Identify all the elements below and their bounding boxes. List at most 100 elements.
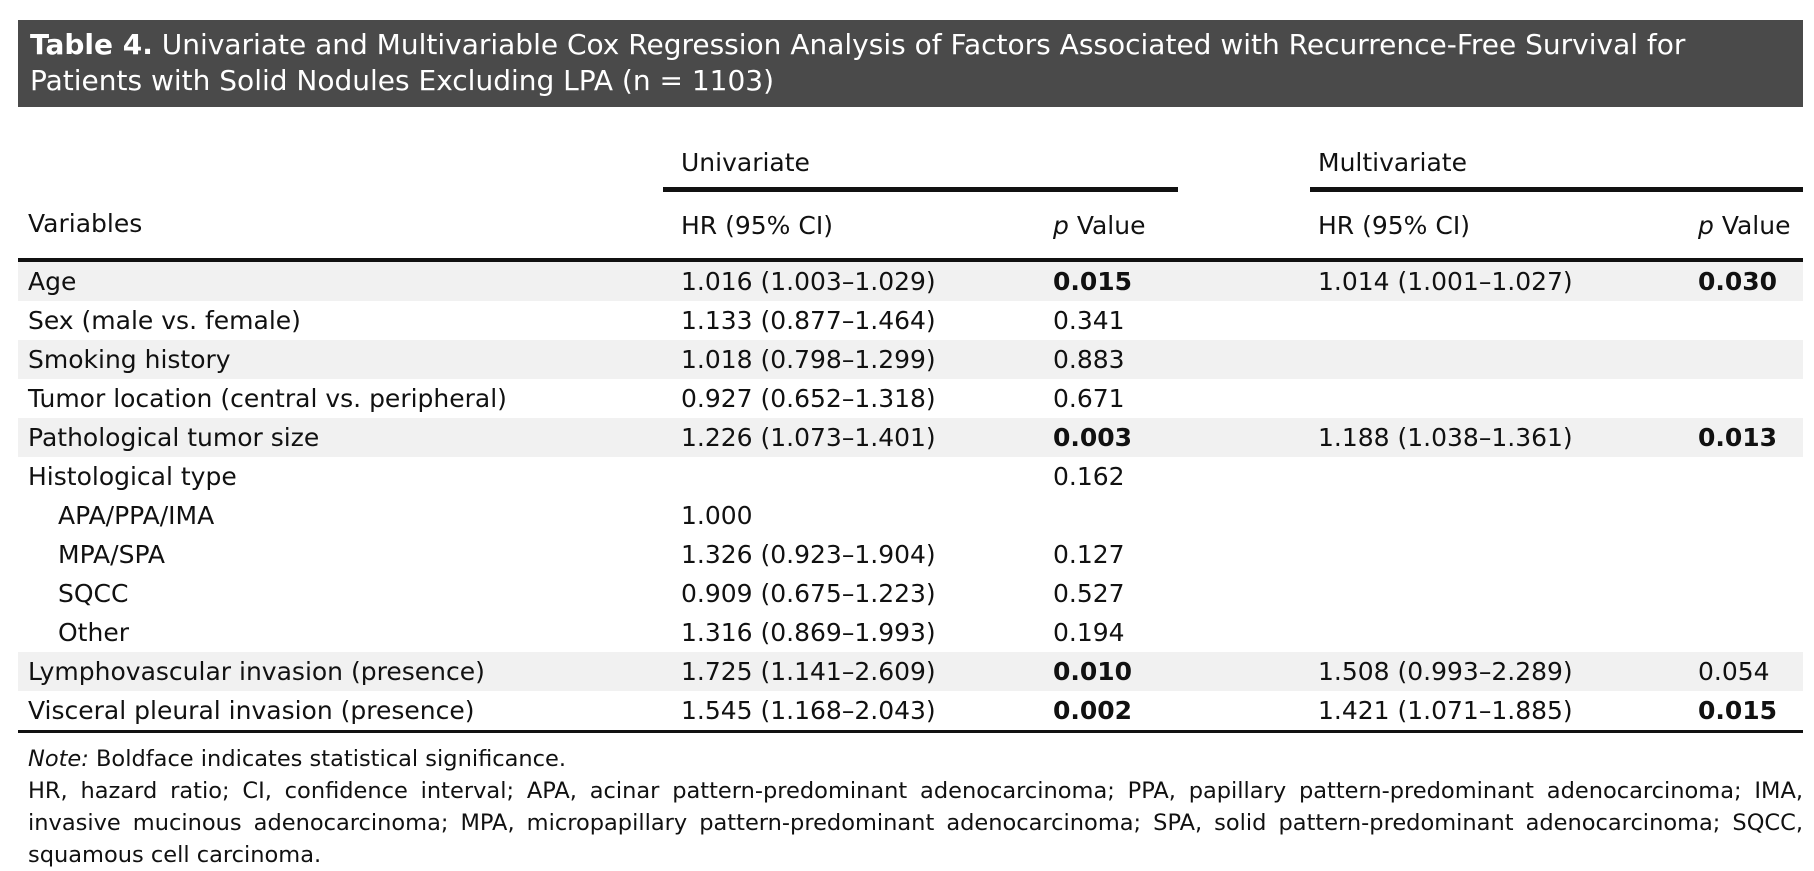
col-header-p-univariate: p Value [1053, 189, 1178, 262]
cell-gap [1178, 574, 1310, 613]
cell-p-univariate: 0.127 [1053, 540, 1125, 569]
cell-gap [1178, 457, 1310, 496]
cell-p-univariate: 0.002 [1053, 691, 1178, 733]
col-header-p-multivariate: p Value [1698, 189, 1804, 262]
cell-p-multivariate [1698, 535, 1803, 574]
cell-gap [1178, 301, 1310, 340]
cell-p-univariate: 0.194 [1053, 618, 1125, 647]
cell-variable: Histological type [28, 462, 237, 491]
cell-gap [1178, 260, 1310, 301]
cell-variable: SQCC [58, 579, 129, 608]
cell-hr-univariate: 1.018 (0.798–1.299) [663, 340, 1053, 379]
cell-variable: Tumor location (central vs. peripheral) [28, 384, 507, 413]
cell-hr-univariate: 1.316 (0.869–1.993) [681, 618, 936, 647]
cell-hr-multivariate [1310, 613, 1698, 652]
cell-hr-univariate: 0.927 (0.652–1.318) [681, 384, 936, 413]
cell-hr-multivariate: 1.188 (1.038–1.361) [1310, 418, 1698, 457]
p-italic: p [1698, 210, 1714, 240]
group-header-multivariate: Multivariate [1310, 107, 1804, 192]
cell-hr-univariate: 1.326 (0.923–1.904) [681, 540, 936, 569]
regression-table: Univariate Multivariate Variables HR (95… [18, 107, 1804, 733]
cell-p-univariate: 0.010 [1053, 652, 1178, 691]
cell-variable: Lymphovascular invasion (presence) [18, 652, 663, 691]
cell-p-multivariate [1698, 574, 1803, 613]
group-header-row: Univariate Multivariate [18, 107, 1804, 192]
cell-p-multivariate [1698, 379, 1803, 418]
cell-gap [1178, 613, 1310, 652]
cell-variable: Age [18, 260, 663, 301]
cell-hr-multivariate: 1.014 (1.001–1.027) [1310, 260, 1698, 301]
table-row: Histological type 0.162 [18, 457, 1803, 496]
cell-variable: Visceral pleural invasion (presence) [18, 691, 663, 733]
cell-hr-univariate: 1.226 (1.073–1.401) [663, 418, 1053, 457]
cell-gap [1178, 652, 1310, 691]
group-header-spacer [18, 107, 663, 190]
p-italic: p [1053, 210, 1069, 240]
note-label: Note: [28, 746, 89, 772]
cell-p-univariate: 0.341 [1053, 306, 1125, 335]
cell-p-univariate [1053, 496, 1178, 535]
cell-hr-multivariate [1310, 496, 1698, 535]
cell-p-multivariate [1698, 301, 1803, 340]
cell-variable: Smoking history [18, 340, 663, 379]
table-row: Sex (male vs. female) 1.133 (0.877–1.464… [18, 301, 1803, 340]
abbreviations-text: HR, hazard ratio; CI, confidence interva… [28, 778, 1803, 868]
table-row: Visceral pleural invasion (presence) 1.5… [18, 691, 1804, 733]
table-title-label: Table 4. [30, 28, 153, 61]
cell-p-multivariate: 0.013 [1698, 418, 1804, 457]
p-value-word: Value [1068, 210, 1146, 240]
cell-p-univariate: 0.883 [1053, 340, 1178, 379]
table-row: Tumor location (central vs. peripheral) … [18, 379, 1803, 418]
table-container: Table 4. Univariate and Multivariable Co… [18, 20, 1804, 871]
cell-p-multivariate: 0.015 [1698, 691, 1804, 733]
cell-hr-multivariate [1310, 457, 1698, 496]
cell-gap [1178, 535, 1310, 574]
cell-p-univariate: 0.527 [1053, 579, 1125, 608]
cell-hr-univariate: 1.725 (1.141–2.609) [663, 652, 1053, 691]
col-header-gap [1178, 189, 1310, 262]
note-text: Boldface indicates statistical significa… [88, 746, 567, 772]
cell-variable: Sex (male vs. female) [28, 306, 301, 335]
cell-hr-multivariate [1310, 301, 1698, 340]
cell-hr-multivariate: 1.508 (0.993–2.289) [1310, 652, 1698, 691]
table-title-text: Univariate and Multivariable Cox Regress… [30, 28, 1686, 97]
cell-gap [1178, 379, 1310, 418]
col-header-hr-univariate: HR (95% CI) [663, 189, 1053, 262]
cell-gap [1178, 496, 1310, 535]
table-row: Other 1.316 (0.869–1.993) 0.194 [18, 613, 1803, 652]
table-row: Pathological tumor size 1.226 (1.073–1.4… [18, 418, 1804, 457]
cell-hr-multivariate [1310, 535, 1698, 574]
cell-hr-multivariate: 1.421 (1.071–1.885) [1310, 691, 1698, 733]
cell-hr-univariate: 0.909 (0.675–1.223) [681, 579, 936, 608]
group-header-univariate: Univariate [663, 107, 1178, 192]
table-row: MPA/SPA 1.326 (0.923–1.904) 0.127 [18, 535, 1803, 574]
cell-gap [1178, 691, 1310, 733]
p-value-word: Value [1713, 210, 1791, 240]
cell-p-multivariate: 0.054 [1698, 652, 1804, 691]
cell-p-multivariate [1698, 457, 1803, 496]
note-line: Note: Boldface indicates statistical sig… [28, 743, 1803, 775]
cell-p-univariate: 0.671 [1053, 384, 1125, 413]
cell-gap [1178, 340, 1310, 379]
table-row: Age 1.016 (1.003–1.029) 0.015 1.014 (1.0… [18, 260, 1804, 301]
cell-variable: MPA/SPA [58, 540, 166, 569]
cell-p-multivariate [1698, 613, 1803, 652]
cell-hr-univariate: 1.016 (1.003–1.029) [663, 260, 1053, 301]
cell-hr-univariate [663, 457, 1053, 496]
cell-p-univariate: 0.003 [1053, 418, 1178, 457]
table-row: Smoking history 1.018 (0.798–1.299) 0.88… [18, 340, 1804, 379]
col-header-hr-multivariate: HR (95% CI) [1310, 189, 1698, 262]
cell-hr-univariate: 1.133 (0.877–1.464) [681, 306, 936, 335]
cell-gap [1178, 418, 1310, 457]
cell-p-multivariate [1698, 340, 1804, 379]
cell-variable: APA/PPA/IMA [58, 501, 215, 530]
cell-p-univariate: 0.162 [1053, 462, 1125, 491]
cell-hr-multivariate [1310, 379, 1698, 418]
cell-variable: Pathological tumor size [18, 418, 663, 457]
table-title: Table 4. Univariate and Multivariable Co… [18, 20, 1803, 107]
group-header-gap [1178, 107, 1310, 190]
table-row: SQCC 0.909 (0.675–1.223) 0.527 [18, 574, 1803, 613]
cell-p-univariate: 0.015 [1053, 260, 1178, 301]
table-row: APA/PPA/IMA 1.000 [18, 496, 1803, 535]
cell-p-multivariate: 0.030 [1698, 260, 1804, 301]
